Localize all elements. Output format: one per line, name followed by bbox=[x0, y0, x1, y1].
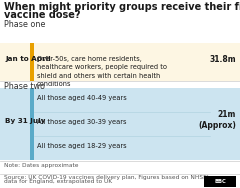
Text: data for England, extrapolated to UK: data for England, extrapolated to UK bbox=[4, 180, 112, 184]
Text: Source: UK COVID-19 vaccines delivery plan, Figures based on NHSEI: Source: UK COVID-19 vaccines delivery pl… bbox=[4, 175, 209, 180]
Text: Jan to April: Jan to April bbox=[5, 56, 51, 62]
Bar bbox=[30, 88, 34, 160]
Text: Phase one: Phase one bbox=[4, 20, 45, 29]
Text: All those aged 18-29 years: All those aged 18-29 years bbox=[37, 143, 127, 149]
Text: vaccine dose?: vaccine dose? bbox=[4, 10, 80, 20]
Bar bbox=[0, 43, 240, 81]
Bar bbox=[0, 88, 240, 160]
Bar bbox=[30, 43, 34, 81]
Text: Phase two: Phase two bbox=[4, 82, 45, 91]
Text: 21m
(Approx): 21m (Approx) bbox=[198, 110, 236, 130]
Text: When might priority groups receive their first: When might priority groups receive their… bbox=[4, 2, 240, 12]
Text: All those aged 40-49 years: All those aged 40-49 years bbox=[37, 95, 127, 101]
Text: By 31 July: By 31 July bbox=[5, 118, 45, 124]
Text: Note: Dates approximate: Note: Dates approximate bbox=[4, 163, 78, 168]
Text: All those aged 30-39 years: All those aged 30-39 years bbox=[37, 119, 126, 125]
Text: BBC: BBC bbox=[214, 179, 226, 184]
Text: Over-50s, care home residents,
healthcare workers, people required to
shield and: Over-50s, care home residents, healthcar… bbox=[37, 56, 167, 87]
Bar bbox=[204, 176, 236, 187]
Text: 31.8m: 31.8m bbox=[209, 55, 236, 64]
